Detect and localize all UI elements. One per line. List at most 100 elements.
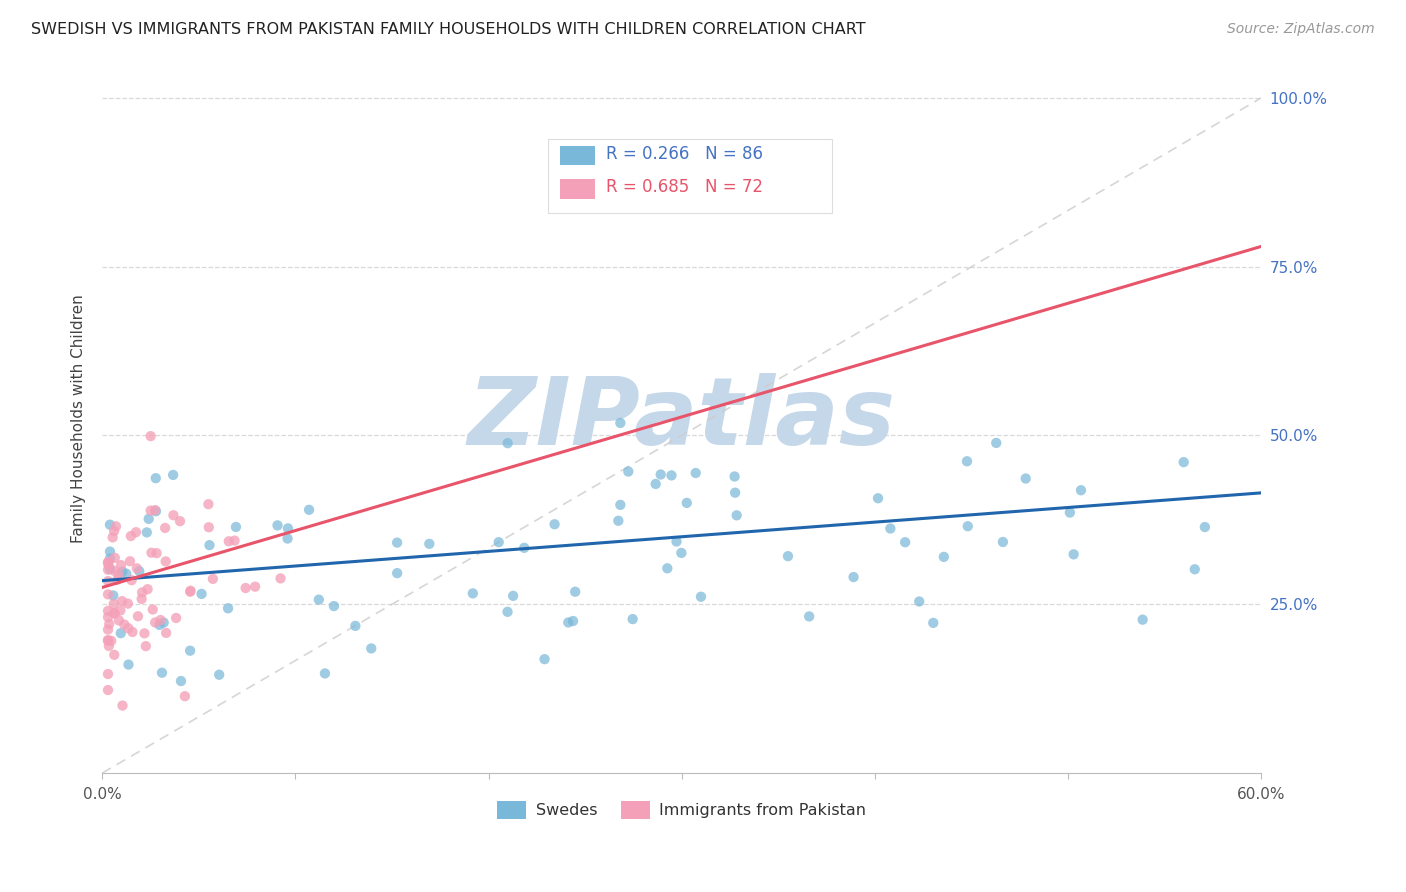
Point [776,549,799,564]
Point [671,546,693,560]
Point [104,550,127,565]
Point [314,666,336,681]
Point [97,633,120,648]
Point [162,508,184,523]
Point [198,520,221,534]
Point [117,621,139,635]
Point [956,519,979,533]
Point [101,530,124,544]
Point [139,429,162,443]
Point [190,587,212,601]
Point [502,589,524,603]
Point [97,683,120,698]
Point [991,535,1014,549]
Point [110,603,132,617]
Point [607,514,630,528]
Point [198,538,221,552]
Point [218,534,240,549]
Point [461,586,484,600]
Point [128,564,150,578]
Point [134,626,156,640]
Point [98,551,121,566]
Point [496,605,519,619]
Point [360,641,382,656]
Text: ZIPatlas: ZIPatlas [468,373,896,465]
Point [127,609,149,624]
Point [179,584,201,599]
Point [1015,471,1038,485]
Point [908,594,931,608]
Point [112,617,135,632]
Point [418,537,440,551]
Point [169,514,191,528]
Point [266,518,288,533]
Point [111,698,134,713]
Point [142,602,165,616]
Point [609,498,631,512]
Legend: Swedes, Immigrants from Pakistan: Swedes, Immigrants from Pakistan [491,794,873,825]
Point [98,544,121,558]
Text: R = 0.266   N = 86: R = 0.266 N = 86 [606,145,763,163]
Point [665,534,688,549]
Point [197,497,219,511]
Point [135,525,157,540]
Point [225,520,247,534]
Point [110,626,132,640]
Point [103,524,125,538]
Point [98,562,121,576]
Point [145,504,167,518]
Point [97,587,120,601]
Point [617,465,640,479]
Point [922,615,945,630]
Point [152,615,174,630]
Point [217,601,239,615]
Point [143,615,166,630]
FancyBboxPatch shape [560,179,595,199]
Text: Source: ZipAtlas.com: Source: ZipAtlas.com [1227,22,1375,37]
Point [117,657,139,672]
Point [208,667,231,681]
Point [1070,483,1092,498]
Point [724,485,747,500]
Point [932,549,955,564]
Point [235,581,257,595]
Point [118,554,141,568]
Point [138,512,160,526]
Point [120,529,142,543]
Point [174,690,197,704]
Point [100,633,122,648]
Point [180,583,202,598]
Point [97,639,120,653]
Point [385,535,408,549]
Point [108,614,131,628]
Point [111,565,134,579]
Point [103,589,125,603]
Point [533,652,555,666]
Point [543,517,565,532]
Point [224,533,246,548]
Point [155,554,177,568]
Point [1194,520,1216,534]
Point [661,468,683,483]
Point [609,416,631,430]
Point [141,546,163,560]
Point [104,607,127,621]
Point [97,667,120,681]
Point [97,633,120,648]
Point [149,613,172,627]
Point [139,503,162,517]
Point [162,467,184,482]
Point [675,496,697,510]
Point [799,609,821,624]
Point [723,469,745,483]
Point [621,612,644,626]
Point [385,566,408,581]
Point [98,517,121,532]
Point [201,572,224,586]
Point [308,592,330,607]
Point [557,615,579,630]
Point [125,525,148,540]
FancyBboxPatch shape [548,138,832,213]
Point [866,491,889,506]
Point [136,582,159,597]
